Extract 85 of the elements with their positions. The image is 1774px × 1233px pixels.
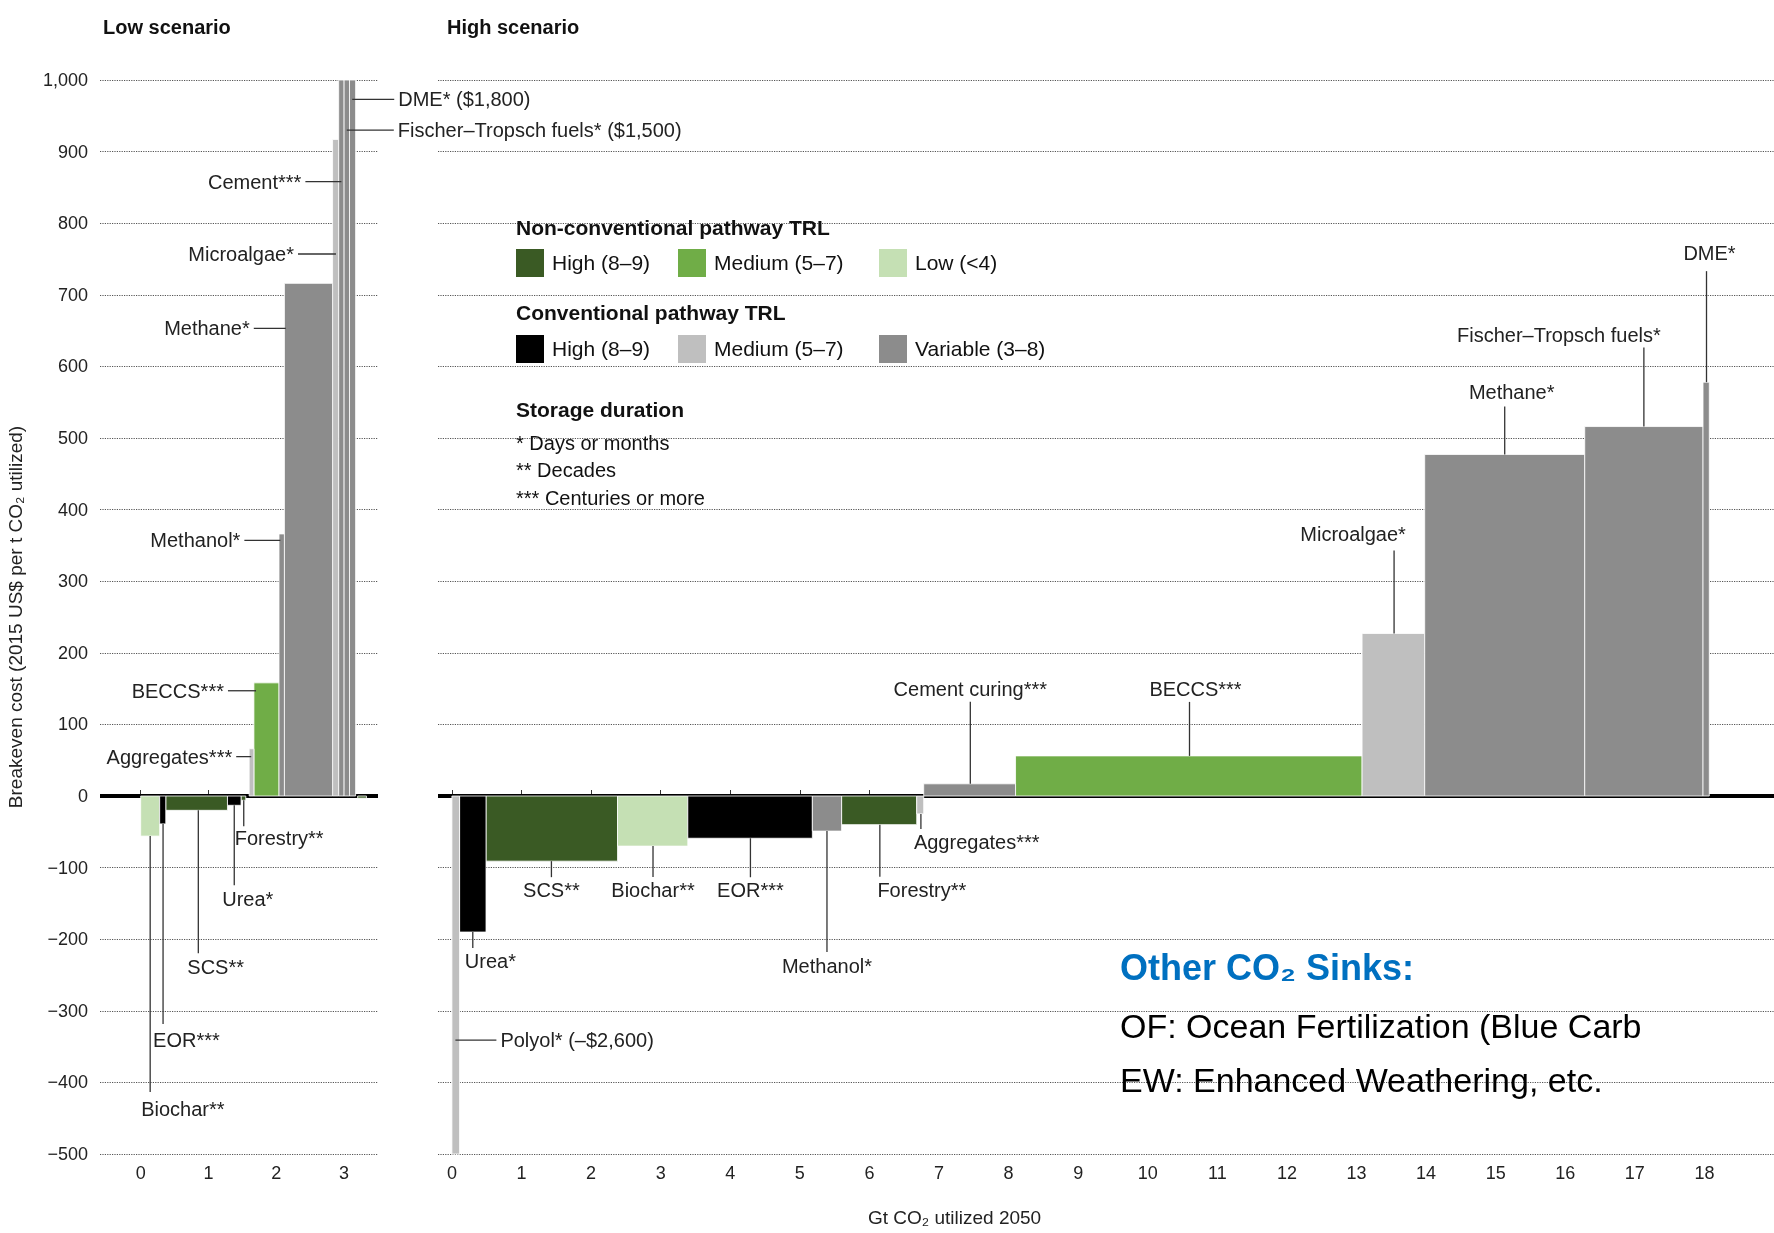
legend-label: Low (<4) (915, 251, 998, 275)
annotation: BECCS*** (1149, 677, 1242, 700)
annotation: EW: Enhanced Weathering, etc. (1120, 1061, 1603, 1099)
legend-label: High (8–9) (552, 337, 651, 361)
annotation: Fischer–Tropsch fuels* ($1,500) (397, 119, 682, 142)
x-tick-label: 2 (586, 1163, 597, 1183)
y-tick-label: 0 (77, 786, 88, 806)
y-tick-label: 400 (57, 499, 88, 520)
annotation: Non-conventional pathway TRL (516, 215, 831, 239)
annotation: Cement curing*** (893, 677, 1048, 700)
annotation: EOR*** (153, 1028, 220, 1051)
y-tick-label: 600 (57, 356, 88, 377)
x-tick-label: 2 (271, 1163, 282, 1183)
y-tick-label: 900 (57, 141, 88, 162)
legend-label: High (8–9) (552, 251, 651, 275)
y-tick-label: 500 (57, 428, 88, 448)
annotation: Other CO₂ Sinks: (1120, 946, 1415, 988)
annotation: Fischer–Tropsch fuels* (1456, 323, 1661, 346)
x-tick-label: 5 (794, 1163, 805, 1183)
y-tick-label: −100 (47, 857, 88, 878)
annotation: Urea* (464, 950, 517, 973)
x-tick-label: 16 (1555, 1163, 1576, 1183)
legend-label: Medium (5–7) (714, 251, 844, 275)
annotation: Storage duration (516, 397, 685, 421)
annotation: Methane* (1468, 381, 1555, 404)
annotation: BECCS*** (131, 679, 225, 702)
y-tick-label: −400 (47, 1072, 88, 1093)
annotation: ** Decades (516, 459, 617, 481)
annotation: OF: Ocean Fertilization (Blue Carb (1120, 1007, 1642, 1045)
x-axis-title: Gt CO₂ utilized 2050 (868, 1207, 1042, 1228)
x-tick-label: 1 (203, 1163, 214, 1183)
annotation: Biochar** (611, 879, 695, 902)
x-tick-label: 6 (864, 1163, 875, 1183)
annotation: Forestry** (877, 878, 967, 901)
annotation: DME* (1683, 242, 1736, 265)
annotation: DME* ($1,800) (398, 88, 531, 111)
x-tick-label: 1 (516, 1163, 527, 1183)
annotation: Methanol* (150, 529, 241, 552)
x-tick-label: 10 (1137, 1163, 1158, 1183)
annotation: Aggregates*** (913, 830, 1040, 853)
y-axis-title: Breakeven cost (2015 US$ per t CO₂ utilized) (5, 425, 26, 809)
x-tick-label: 11 (1207, 1163, 1227, 1183)
y-tick-label: 100 (57, 714, 88, 735)
chart-title: Low scenario (103, 16, 231, 38)
y-tick-label: 1,000 (42, 70, 88, 90)
x-tick-label: 4 (725, 1163, 736, 1183)
y-tick-label: −500 (47, 1144, 88, 1164)
x-tick-label: 0 (135, 1163, 146, 1183)
y-tick-label: −200 (47, 929, 88, 950)
y-tick-label: −300 (47, 1000, 88, 1021)
x-tick-label: 3 (339, 1163, 350, 1183)
annotation: EOR*** (717, 879, 784, 902)
annotation: Biochar** (141, 1098, 225, 1121)
annotation: Urea* (222, 888, 274, 911)
x-tick-label: 18 (1694, 1163, 1715, 1183)
y-tick-label: 700 (57, 284, 88, 305)
x-tick-label: 14 (1416, 1163, 1437, 1183)
annotation: * Days or months (516, 432, 670, 454)
annotation: SCS** (523, 879, 580, 902)
x-tick-label: 13 (1346, 1163, 1367, 1183)
annotation: Aggregates*** (106, 745, 233, 768)
x-tick-label: 9 (1073, 1163, 1084, 1183)
x-tick-label: 7 (933, 1163, 945, 1183)
x-tick-label: 17 (1624, 1163, 1645, 1183)
y-tick-label: 200 (57, 642, 88, 663)
chart-title: High scenario (447, 16, 580, 38)
legend-label: Variable (3–8) (915, 337, 1046, 361)
x-tick-label: 8 (1003, 1163, 1014, 1183)
annotation: Microalgae* (1300, 523, 1407, 546)
x-tick-label: 3 (655, 1163, 666, 1183)
annotation: *** Centuries or more (516, 487, 705, 509)
y-tick-label: 800 (57, 213, 88, 234)
annotation: Cement*** (207, 170, 302, 193)
x-tick-label: 0 (446, 1163, 457, 1183)
x-tick-label: 12 (1276, 1163, 1297, 1183)
annotation: Conventional pathway TRL (516, 300, 786, 324)
annotation: SCS** (187, 956, 245, 979)
x-tick-label: 15 (1485, 1163, 1506, 1183)
annotation: Forestry** (234, 827, 324, 850)
legend-label: Medium (5–7) (714, 337, 844, 361)
y-tick-label: 300 (57, 571, 88, 592)
annotation: Microalgae* (188, 242, 295, 265)
annotation: Polyol* (–$2,600) (500, 1029, 654, 1052)
annotation: Methanol* (781, 955, 873, 978)
annotation: Methane* (164, 317, 250, 340)
